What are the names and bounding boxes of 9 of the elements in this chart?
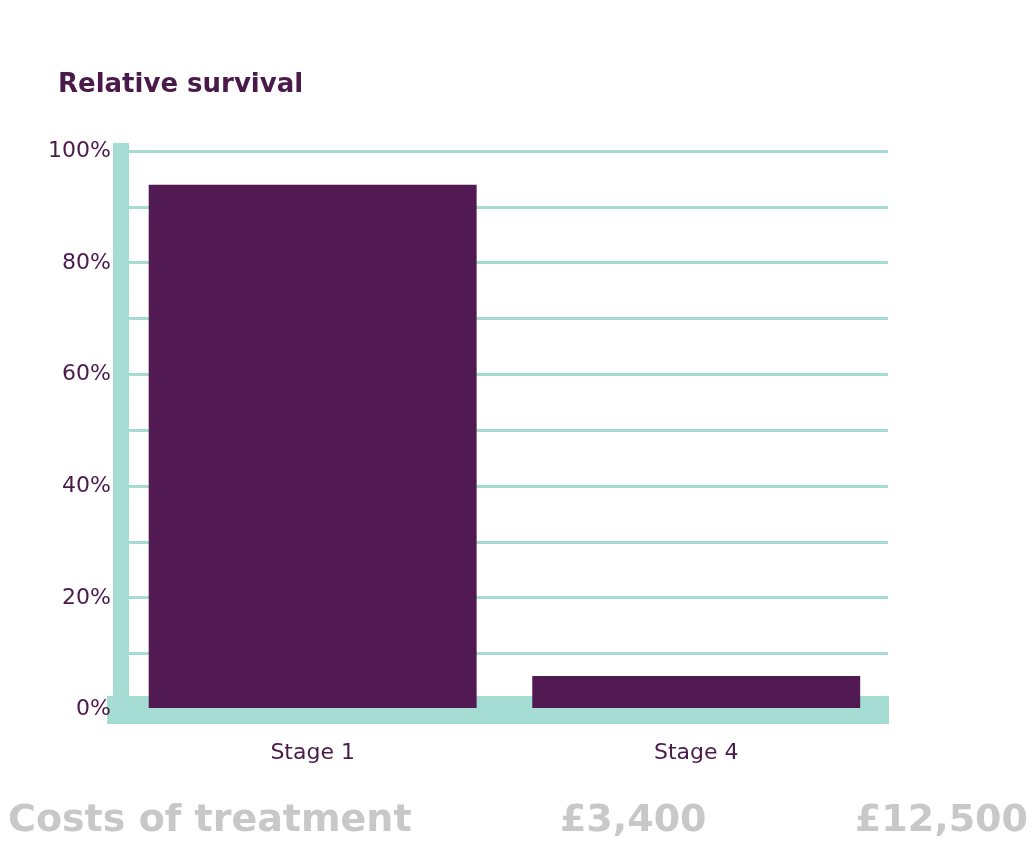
y-tick-label: 20% bbox=[61, 583, 111, 609]
y-tick-label: 80% bbox=[61, 248, 111, 274]
y-tick-label: 100% bbox=[47, 136, 111, 162]
x-tick-label: Stage 1 bbox=[270, 738, 355, 764]
y-tick-label: 40% bbox=[61, 471, 111, 497]
x-tick-label: Stage 4 bbox=[653, 738, 739, 764]
y-tick-label: 0% bbox=[75, 695, 111, 721]
y-axis-title: Relative survival bbox=[57, 67, 305, 100]
y-tick-label: 60% bbox=[61, 360, 111, 386]
